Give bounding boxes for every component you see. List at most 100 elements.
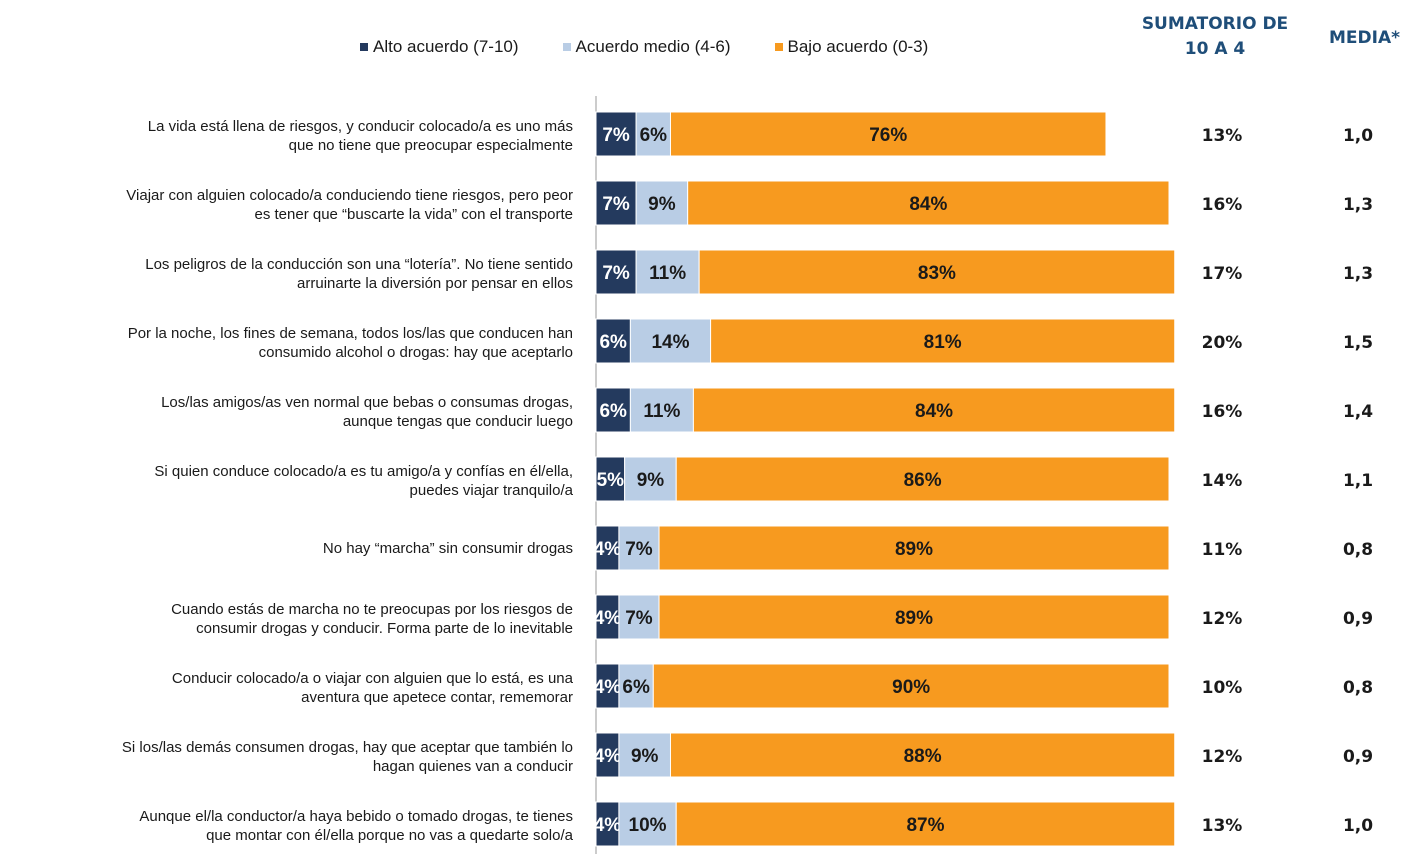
sumatorio-value: 11% [1202, 540, 1243, 560]
category-label: Cuando estás de marcha no te preocupas p… [171, 601, 573, 637]
category-label: Viajar con alguien colocado/a conduciend… [126, 187, 573, 223]
bar-segment-2 [698, 249, 1176, 295]
media-value: 1,0 [1343, 126, 1373, 146]
data-label: 9% [637, 470, 665, 491]
bar-segment-0 [595, 180, 637, 226]
legend-swatch [360, 43, 368, 51]
data-label: 84% [909, 194, 947, 215]
media-header: MEDIA* [1328, 28, 1400, 48]
data-label: 10% [629, 815, 667, 836]
sumatorio-value: 13% [1202, 816, 1243, 836]
data-label: 6% [599, 332, 627, 353]
bar-segment-1 [618, 732, 671, 778]
bar-segment-0 [595, 249, 637, 295]
bar-segment-1 [629, 387, 694, 433]
sumatorio-value: 13% [1202, 126, 1243, 146]
data-label: 90% [892, 677, 930, 698]
bar-segment-2 [669, 732, 1176, 778]
data-label: 4% [594, 677, 622, 698]
legend-label: Acuerdo medio (4-6) [575, 37, 731, 56]
sumatorio-value: 12% [1202, 609, 1243, 629]
legend-label: Alto acuerdo (7-10) [373, 37, 519, 56]
data-label: 89% [895, 539, 933, 560]
sumatorio-value: 16% [1202, 402, 1243, 422]
data-label: 76% [869, 125, 907, 146]
media-value: 0,8 [1343, 540, 1373, 560]
media-value: 1,0 [1343, 816, 1373, 836]
bar-segment-2 [658, 594, 1170, 640]
sumatorio-value: 17% [1202, 264, 1243, 284]
category-label: Si los/las demás consumen drogas, hay qu… [122, 739, 573, 775]
chart-legend: Alto acuerdo (7-10) Acuerdo medio (4-6) Ba… [360, 36, 972, 58]
data-label: 9% [648, 194, 676, 215]
data-label: 6% [640, 125, 668, 146]
data-label: 87% [906, 815, 944, 836]
bar-segment-1 [635, 111, 671, 157]
media-value: 0,9 [1343, 609, 1373, 629]
bar-segment-1 [618, 525, 660, 571]
media-value: 1,4 [1343, 402, 1373, 422]
bar-segment-1 [618, 801, 677, 847]
category-label: Los peligros de la conducción son una “l… [145, 256, 573, 292]
bar-segment-2 [675, 456, 1170, 502]
category-label: Aunque el/la conductor/a haya bebido o t… [139, 808, 573, 844]
data-label: 7% [602, 263, 630, 284]
bar-segment-2 [687, 180, 1170, 226]
data-label: 7% [602, 194, 630, 215]
data-label: 84% [915, 401, 953, 422]
data-label: 7% [625, 539, 653, 560]
category-label: Conducir colocado/a o viajar con alguien… [172, 670, 574, 706]
data-label: 6% [622, 677, 650, 698]
sumatorio-value: 14% [1202, 471, 1243, 491]
sumatorio-header: SUMATORIO DE 10 A 4 [1141, 14, 1289, 59]
data-label: 11% [643, 401, 680, 422]
bar-segment-2 [652, 663, 1170, 709]
legend-item-1: Acuerdo medio (4-6) [562, 37, 731, 57]
legend-swatch [562, 43, 571, 51]
media-value: 1,5 [1343, 333, 1373, 353]
data-label: 5% [597, 470, 625, 491]
sumatorio-value: 20% [1202, 333, 1243, 353]
data-label: 81% [924, 332, 962, 353]
bar-segment-2 [675, 801, 1176, 847]
data-label: 7% [625, 608, 653, 629]
data-label: 86% [904, 470, 942, 491]
legend-swatch [774, 43, 783, 51]
category-label: Si quien conduce colocado/a es tu amigo/… [154, 463, 573, 499]
category-label: Los/las amigos/as ven normal que bebas o… [161, 394, 573, 430]
data-label: 4% [594, 608, 622, 629]
data-label: 4% [594, 539, 622, 560]
data-label: 7% [602, 125, 630, 146]
data-label: 88% [904, 746, 942, 767]
media-value: 0,9 [1343, 747, 1373, 767]
media-value: 1,3 [1343, 264, 1373, 284]
data-label: 11% [649, 263, 686, 284]
sumatorio-value: 10% [1202, 678, 1243, 698]
data-label: 89% [895, 608, 933, 629]
media-value: 1,3 [1343, 195, 1373, 215]
data-label: 83% [918, 263, 956, 284]
category-label: Por la noche, los fines de semana, todos… [128, 325, 573, 361]
bar-segment-1 [624, 456, 677, 502]
legend-label: Bajo acuerdo (0-3) [787, 37, 929, 56]
data-label: 9% [631, 746, 659, 767]
legend-item-2: Bajo acuerdo (0-3) [774, 37, 929, 57]
category-label: La vida está llena de riesgos, y conduci… [148, 118, 573, 154]
bar-segment-2 [669, 111, 1107, 157]
legend-item-0: Alto acuerdo (7-10) [360, 37, 519, 57]
media-value: 0,8 [1343, 678, 1373, 698]
bar-segment-0 [595, 111, 637, 157]
bar-segment-2 [710, 318, 1176, 364]
category-label: No hay “marcha” sin consumir drogas [323, 540, 573, 557]
data-label: 4% [594, 815, 622, 836]
sumatorio-value: 16% [1202, 195, 1243, 215]
data-label: 6% [599, 401, 627, 422]
bar-segment-2 [692, 387, 1176, 433]
bar-segment-1 [629, 318, 712, 364]
data-label: 4% [594, 746, 622, 767]
data-label: 14% [651, 332, 689, 353]
media-value: 1,1 [1343, 471, 1373, 491]
bar-segment-2 [658, 525, 1170, 571]
sumatorio-value: 12% [1202, 747, 1243, 767]
